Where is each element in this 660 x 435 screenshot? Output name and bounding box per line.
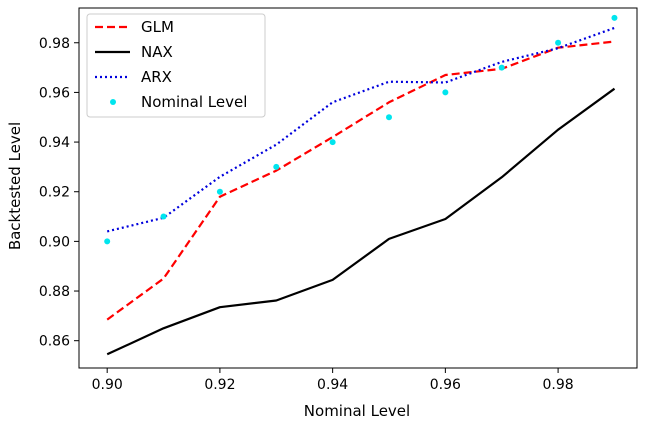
x-tick-label: 0.94 (317, 377, 348, 393)
nominal-level-point (329, 139, 336, 146)
x-axis: 0.90 0.92 0.94 0.96 0.98 (92, 368, 574, 393)
x-tick-label: 0.90 (92, 377, 123, 393)
nominal-level-point (273, 163, 280, 170)
glm-line (106, 40, 615, 321)
y-tick-label: 0.98 (39, 36, 70, 52)
y-tick-label: 0.92 (39, 185, 70, 201)
y-tick-label: 0.86 (39, 334, 70, 350)
nominal-level-point (442, 89, 449, 96)
legend-label-arx: ARX (141, 68, 172, 86)
y-tick-label: 0.88 (39, 284, 70, 300)
y-axis-title: Backtested Level (6, 122, 24, 250)
legend: GLM NAX ARX Nominal Level (86, 13, 266, 118)
legend-label-nax: NAX (141, 43, 173, 61)
x-tick-label: 0.92 (204, 377, 235, 393)
nominal-level-point (386, 114, 392, 121)
x-tick-label: 0.96 (430, 377, 461, 393)
nominal-level-point (611, 14, 618, 21)
nominal-level-point (216, 188, 223, 195)
y-tick-label: 0.94 (39, 135, 70, 151)
legend-marker-nominal-level (110, 99, 116, 105)
legend-label-nominal-level: Nominal Level (141, 93, 247, 111)
nominal-level-point (555, 39, 562, 46)
nominal-level-point (160, 213, 167, 220)
nominal-level-point (498, 64, 505, 71)
legend-box (86, 13, 266, 118)
series-layer (104, 14, 618, 356)
x-tick-label: 0.98 (543, 377, 574, 393)
y-tick-label: 0.96 (39, 85, 70, 101)
y-tick-label: 0.90 (39, 234, 70, 250)
legend-label-glm: GLM (141, 18, 174, 36)
nax-line (106, 87, 616, 356)
x-axis-title: Nominal Level (304, 402, 410, 420)
nominal-level-point (104, 238, 111, 245)
y-axis: 0.86 0.88 0.90 0.92 0.94 0.96 0.98 (39, 36, 79, 350)
